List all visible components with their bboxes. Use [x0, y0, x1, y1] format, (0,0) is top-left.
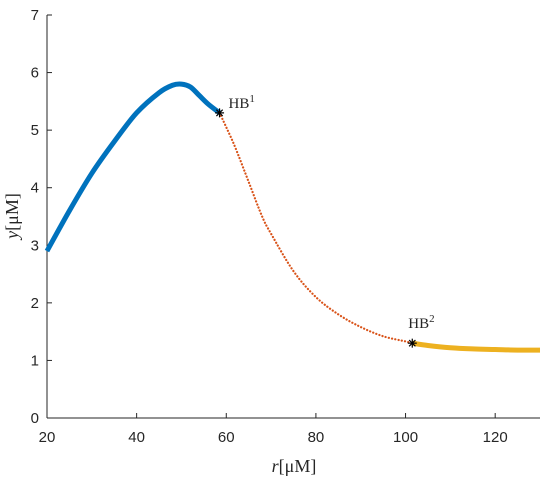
- marker-stroke: [408, 339, 416, 347]
- y-tick-label: 3: [31, 237, 39, 254]
- y-tick-label: 4: [31, 180, 39, 197]
- series-line-2: [218, 111, 414, 345]
- x-axis-unit: [μM]: [279, 456, 317, 476]
- y-axis-unit: [μM]: [2, 193, 22, 231]
- x-tick-label: 100: [393, 429, 418, 446]
- y-tick-label: 0: [31, 410, 39, 427]
- x-tick-label: 60: [218, 429, 235, 446]
- x-axis-label: r[μM]: [272, 456, 317, 476]
- series-group: [44, 81, 541, 353]
- series-line-1: [44, 81, 222, 253]
- hb-label-2: HB2: [408, 313, 434, 332]
- x-axis-var: r: [272, 456, 280, 476]
- hb-label-text: HB: [408, 316, 429, 332]
- hb-label-text: HB: [229, 96, 250, 112]
- x-tick-label: 40: [128, 429, 145, 446]
- hb-label-1: HB1: [229, 93, 255, 112]
- x-tick-label: 80: [308, 429, 325, 446]
- x-tick-label: 120: [483, 429, 508, 446]
- hb-label-sup: 2: [429, 313, 435, 325]
- y-axis-var: y: [2, 231, 22, 241]
- hb-label-sup: 1: [249, 93, 255, 105]
- y-tick-label: 6: [31, 65, 39, 82]
- y-axis-label: y[μM]: [2, 193, 22, 241]
- hb-point-2: HB2: [407, 313, 435, 348]
- axes: 20 40 60 80 100 120 0 1 2 3 4 5 6 7: [31, 7, 540, 446]
- y-tick-label: 7: [31, 7, 39, 24]
- y-tick-label: 5: [31, 122, 39, 139]
- hb-point-1: HB1: [215, 93, 255, 118]
- series-line-3: [411, 340, 541, 353]
- y-tick-label: 1: [31, 352, 39, 369]
- marker-stroke: [215, 109, 224, 117]
- y-tick-label: 2: [31, 295, 39, 312]
- x-tick-label: 20: [39, 429, 56, 446]
